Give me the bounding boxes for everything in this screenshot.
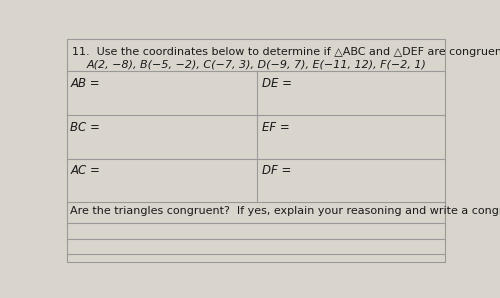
Text: AC =: AC = [70,164,100,177]
Text: AB =: AB = [70,77,100,90]
Text: BC =: BC = [70,121,100,134]
Text: EF =: EF = [262,121,289,134]
Text: Are the triangles congruent?  If yes, explain your reasoning and write a congrue: Are the triangles congruent? If yes, exp… [70,206,500,216]
Text: A(2, −8), B(−5, −2), C(−7, 3), D(−9, 7), E(−11, 12), F(−2, 1): A(2, −8), B(−5, −2), C(−7, 3), D(−9, 7),… [86,59,426,69]
Text: DE =: DE = [262,77,292,90]
Text: 11.  Use the coordinates below to determine if △ABC and △DEF are congruent.: 11. Use the coordinates below to determi… [72,47,500,57]
Text: DF =: DF = [262,164,291,177]
